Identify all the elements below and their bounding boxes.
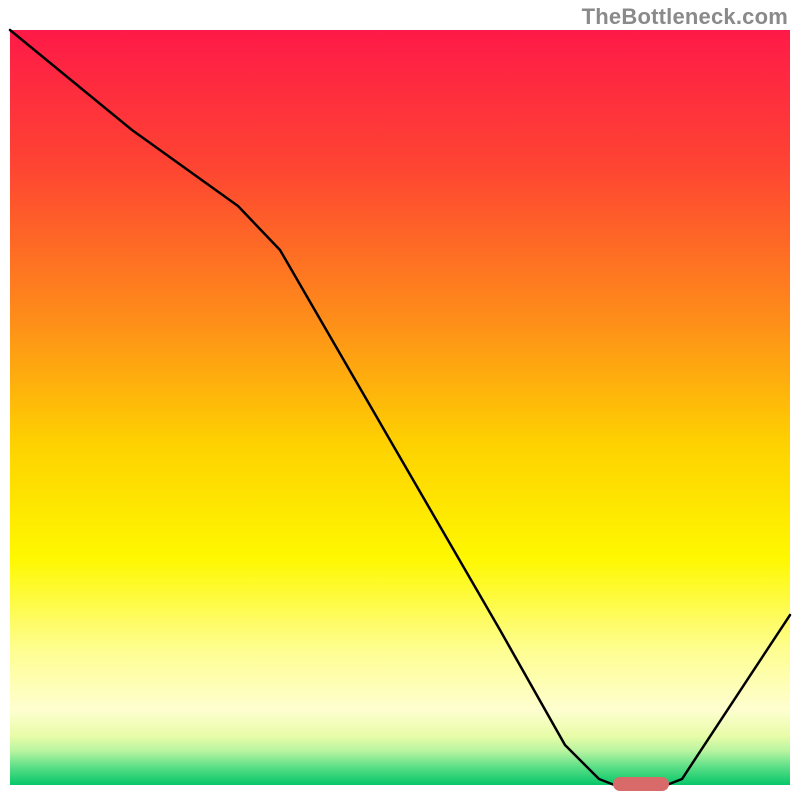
chart-container: { "watermark": { "text": "TheBottleneck.…	[0, 0, 800, 800]
optimal-marker	[613, 777, 669, 791]
gradient-background	[10, 30, 790, 785]
bottleneck-chart	[0, 0, 800, 800]
watermark-text: TheBottleneck.com	[582, 4, 788, 30]
